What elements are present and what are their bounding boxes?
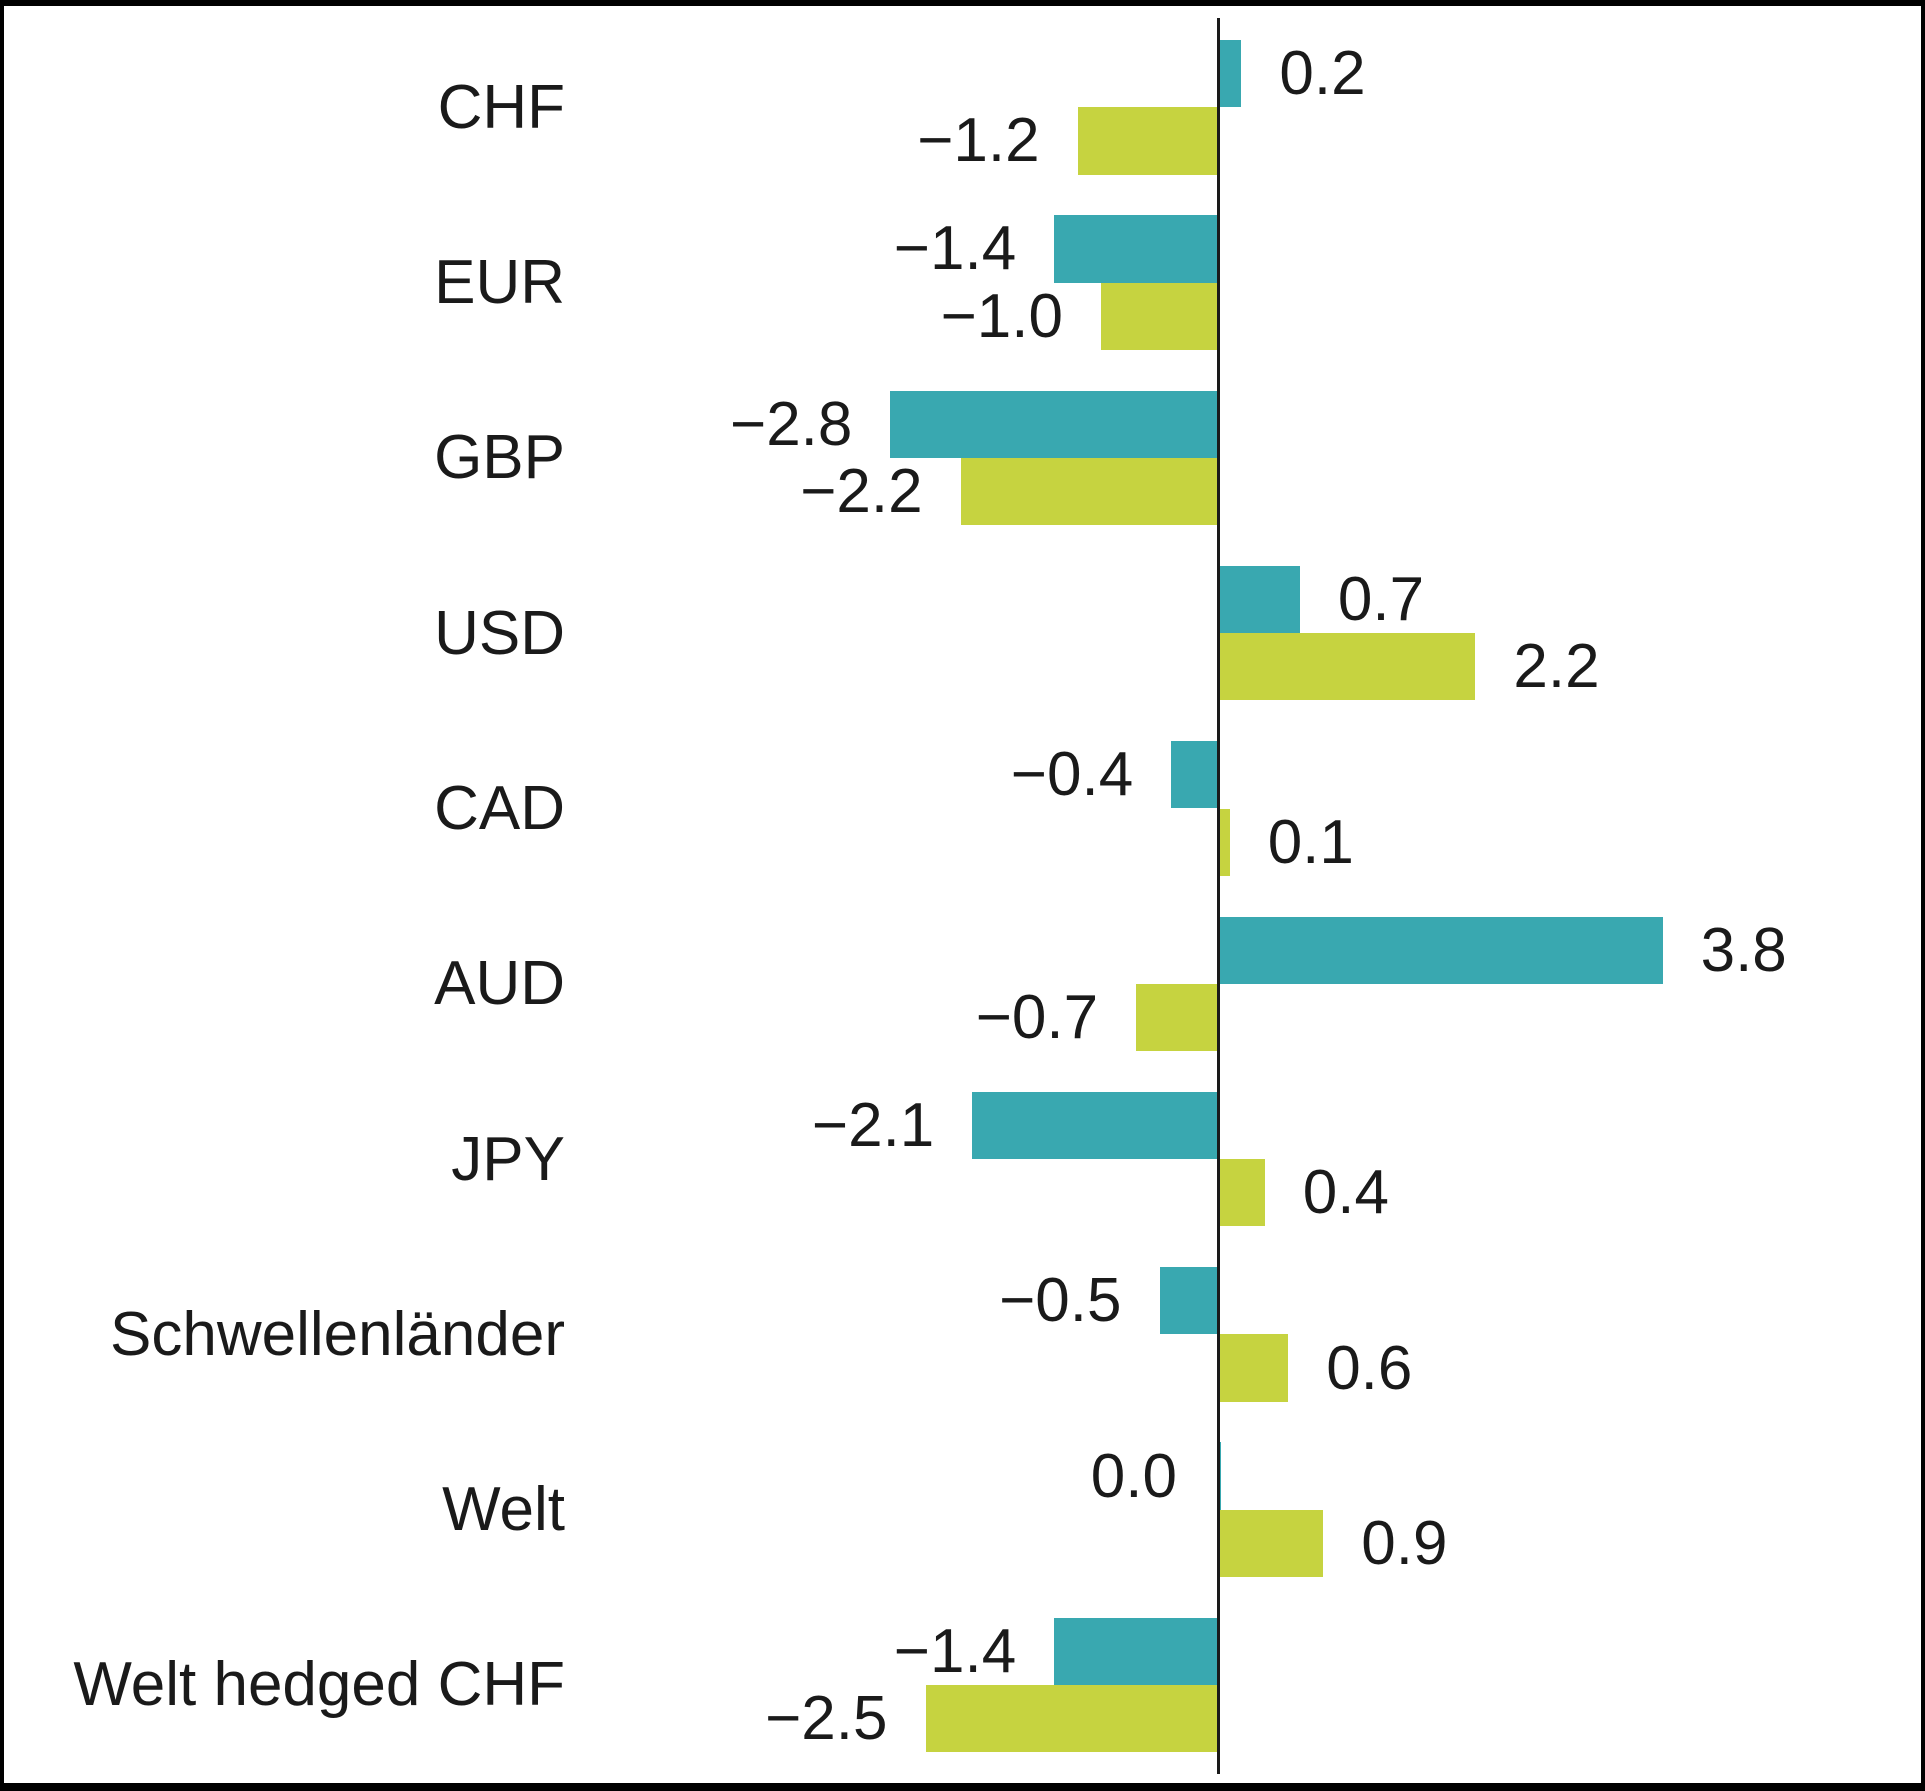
value-label: 0.2	[1279, 39, 1366, 109]
category-label: CAD	[434, 773, 565, 843]
value-label: −1.4	[893, 214, 1017, 284]
category-label: EUR	[434, 248, 565, 318]
green-series-bar	[1218, 1509, 1324, 1577]
category-label: GBP	[434, 423, 565, 493]
green-series-bar	[925, 1685, 1218, 1753]
value-label: −2.1	[811, 1090, 935, 1160]
category-label: AUD	[434, 949, 565, 1019]
value-label: 2.2	[1513, 632, 1600, 702]
teal-series-bar	[1218, 565, 1300, 634]
value-label: −1.2	[917, 106, 1040, 176]
value-label: −1.4	[893, 1616, 1017, 1686]
value-label: 0.4	[1302, 1158, 1389, 1228]
category-label: Welt hedged CHF	[73, 1650, 565, 1720]
teal-series-bar	[1054, 215, 1218, 283]
teal-series-bar	[1218, 916, 1663, 984]
category-label: JPY	[451, 1124, 565, 1194]
category-label: Welt	[442, 1475, 565, 1545]
value-label: 0.9	[1361, 1508, 1448, 1578]
green-series-bar	[1136, 983, 1218, 1052]
category-label: USD	[434, 598, 565, 668]
value-label: −2.5	[765, 1684, 888, 1754]
value-label: −0.5	[999, 1266, 1122, 1336]
value-label: 0.6	[1326, 1333, 1413, 1403]
category-label: Schwellenländer	[110, 1299, 565, 1369]
category-label: CHF	[437, 72, 565, 142]
green-series-bar	[1218, 633, 1476, 701]
value-label: 0.1	[1267, 807, 1354, 877]
value-label: 0.7	[1337, 565, 1425, 635]
green-series-bar	[1101, 282, 1218, 350]
teal-series-bar	[972, 1091, 1218, 1160]
value-label: −0.7	[975, 982, 1099, 1052]
teal-series-bar	[1159, 1267, 1218, 1335]
value-label: −1.0	[940, 281, 1063, 351]
teal-series-bar	[1218, 40, 1242, 108]
value-label: −0.4	[1010, 740, 1134, 810]
green-series-bar	[1218, 1159, 1265, 1227]
value-label: −2.8	[729, 389, 853, 459]
green-series-bar	[1077, 107, 1218, 175]
zero-axis-line	[1217, 18, 1220, 1774]
value-label: 3.8	[1700, 915, 1787, 985]
teal-series-bar	[1171, 741, 1218, 809]
green-series-bar	[1218, 808, 1230, 876]
green-series-bar	[1218, 1334, 1289, 1402]
green-series-bar	[960, 457, 1218, 526]
teal-series-bar	[890, 390, 1218, 458]
value-label: −2.2	[800, 457, 923, 527]
value-label: 0.0	[1090, 1441, 1177, 1511]
teal-series-bar	[1054, 1617, 1218, 1685]
